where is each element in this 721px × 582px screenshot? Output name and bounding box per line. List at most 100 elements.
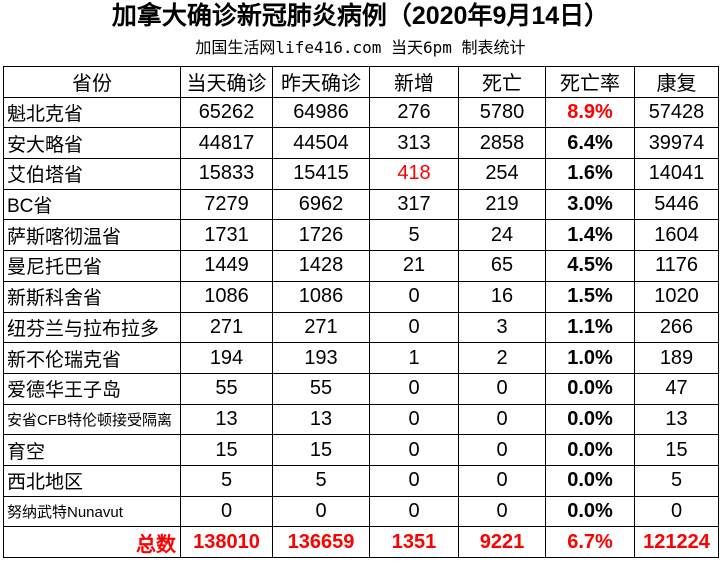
province-cell: 爱德华王子岛 xyxy=(3,372,181,405)
value-cell: 0.0% xyxy=(545,495,635,528)
value-cell: 1020 xyxy=(634,280,719,313)
value-cell: 1176 xyxy=(634,250,719,282)
table-row: 魁北克省 65262 64986 276 5780 8.9% 57428 xyxy=(3,96,719,129)
value-cell: 7279 xyxy=(180,188,273,221)
value-cell: 193 xyxy=(272,342,370,374)
value-cell: 313 xyxy=(369,127,459,160)
value-cell: 219 xyxy=(458,188,546,221)
value-cell: 0.0% xyxy=(545,464,635,497)
value-cell: 271 xyxy=(272,311,370,344)
table-row: BC省 7279 6962 317 219 3.0% 5446 xyxy=(3,188,719,221)
column-header: 康复 xyxy=(634,66,719,98)
value-cell: 189 xyxy=(634,342,719,374)
value-cell: 1 xyxy=(369,342,459,374)
total-row: 总数 138010 136659 1351 9221 6.7% 121224 xyxy=(3,526,719,558)
value-cell: 1428 xyxy=(272,250,370,282)
value-cell: 15 xyxy=(180,434,273,466)
cases-table: 省份 当天确诊 昨天确诊 新增 死亡 死亡率 康复 魁北克省 65262 64986 276 578… xyxy=(3,66,719,558)
value-cell: 44504 xyxy=(272,127,370,160)
total-value: 6.7% xyxy=(545,526,635,558)
value-cell: 13 xyxy=(272,403,370,436)
table-row: 安大略省 44817 44504 313 2858 6.4% 39974 xyxy=(3,127,719,160)
value-cell: 0 xyxy=(458,372,546,405)
subtitle: 加国生活网life416.com 当天6pm 制表统计 xyxy=(195,38,526,57)
total-value: 1351 xyxy=(369,526,459,558)
value-cell: 14041 xyxy=(634,158,719,190)
value-cell: 65 xyxy=(458,250,546,282)
province-cell: 安大略省 xyxy=(3,127,181,160)
column-header: 新增 xyxy=(369,66,459,98)
province-cell: 新不伦瑞克省 xyxy=(3,342,181,374)
value-cell: 1.6% xyxy=(545,158,635,190)
value-cell: 0 xyxy=(369,280,459,313)
column-header: 死亡率 xyxy=(545,66,635,98)
table-row: 萨斯喀彻温省 1731 1726 5 24 1.4% 1604 xyxy=(3,219,719,252)
value-cell: 21 xyxy=(369,250,459,282)
table-row: 纽芬兰与拉布拉多 271 271 0 3 1.1% 266 xyxy=(3,311,719,344)
value-cell: 1449 xyxy=(180,250,273,282)
value-cell: 0 xyxy=(458,464,546,497)
value-cell: 0 xyxy=(369,495,459,528)
column-header: 昨天确诊 xyxy=(272,66,370,98)
province-cell: 艾伯塔省 xyxy=(3,158,181,190)
table-row: 曼尼托巴省 1449 1428 21 65 4.5% 1176 xyxy=(3,250,719,282)
value-cell: 15415 xyxy=(272,158,370,190)
value-cell: 0 xyxy=(634,495,719,528)
total-value: 136659 xyxy=(272,526,370,558)
value-cell: 2 xyxy=(458,342,546,374)
value-cell: 0.0% xyxy=(545,434,635,466)
total-value: 121224 xyxy=(634,526,719,558)
province-cell: 曼尼托巴省 xyxy=(3,250,181,282)
value-cell: 0 xyxy=(180,495,273,528)
value-cell: 1726 xyxy=(272,219,370,252)
total-value: 138010 xyxy=(180,526,273,558)
value-cell: 1604 xyxy=(634,219,719,252)
value-cell: 8.9% xyxy=(545,96,635,129)
value-cell: 44817 xyxy=(180,127,273,160)
value-cell: 1.5% xyxy=(545,280,635,313)
value-cell: 276 xyxy=(369,96,459,129)
value-cell: 15833 xyxy=(180,158,273,190)
value-cell: 0 xyxy=(369,372,459,405)
value-cell: 5 xyxy=(369,219,459,252)
value-cell: 55 xyxy=(180,372,273,405)
value-cell: 47 xyxy=(634,372,719,405)
value-cell: 4.5% xyxy=(545,250,635,282)
value-cell: 1.4% xyxy=(545,219,635,252)
value-cell: 0 xyxy=(369,434,459,466)
table-row: 努纳武特Nunavut 0 0 0 0 0.0% 0 xyxy=(3,495,719,528)
province-cell: 努纳武特Nunavut xyxy=(3,495,181,528)
value-cell: 194 xyxy=(180,342,273,374)
table-row: 西北地区 5 5 0 0 0.0% 5 xyxy=(3,464,719,497)
column-header: 当天确诊 xyxy=(180,66,273,98)
value-cell: 0 xyxy=(458,434,546,466)
total-label: 总数 xyxy=(3,526,181,558)
province-cell: 新斯科舍省 xyxy=(3,280,181,313)
table-row: 艾伯塔省 15833 15415 418 254 1.6% 14041 xyxy=(3,158,719,190)
value-cell: 65262 xyxy=(180,96,273,129)
value-cell: 13 xyxy=(634,403,719,436)
value-cell: 1086 xyxy=(180,280,273,313)
value-cell: 0.0% xyxy=(545,403,635,436)
value-cell: 15 xyxy=(634,434,719,466)
value-cell: 5780 xyxy=(458,96,546,129)
value-cell: 3 xyxy=(458,311,546,344)
value-cell: 0 xyxy=(369,403,459,436)
value-cell: 254 xyxy=(458,158,546,190)
province-cell: 育空 xyxy=(3,434,181,466)
value-cell: 13 xyxy=(180,403,273,436)
table-row: 新不伦瑞克省 194 193 1 2 1.0% 189 xyxy=(3,342,719,374)
value-cell: 57428 xyxy=(634,96,719,129)
table-row: 爱德华王子岛 55 55 0 0 0.0% 47 xyxy=(3,372,719,405)
value-cell: 1086 xyxy=(272,280,370,313)
province-cell: 安省CFB特伦顿接受隔离 xyxy=(3,403,181,436)
province-cell: 西北地区 xyxy=(3,464,181,497)
page-title: 加拿大确诊新冠肺炎病例（2020年9月14日） xyxy=(111,2,610,30)
value-cell: 39974 xyxy=(634,127,719,160)
value-cell: 5446 xyxy=(634,188,719,221)
value-cell: 55 xyxy=(272,372,370,405)
value-cell: 418 xyxy=(369,158,459,190)
value-cell: 0.0% xyxy=(545,372,635,405)
province-cell: BC省 xyxy=(3,188,181,221)
value-cell: 271 xyxy=(180,311,273,344)
